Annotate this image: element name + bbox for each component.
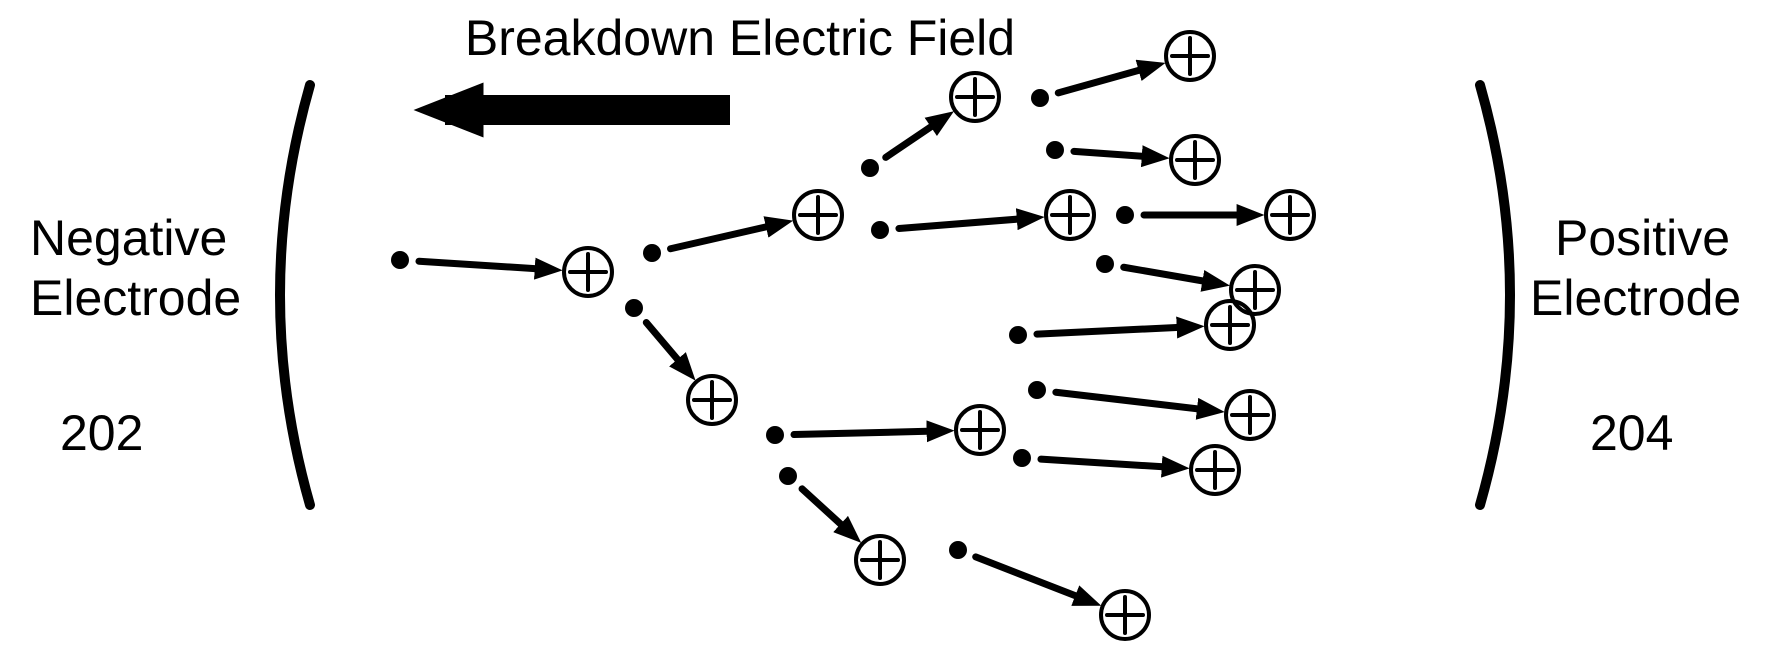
electron-icon bbox=[1009, 326, 1027, 344]
electron-icon bbox=[871, 221, 889, 239]
ion-icon bbox=[856, 536, 904, 584]
avalanche-arrow bbox=[802, 489, 852, 535]
negative-electrode-ref: 202 bbox=[60, 405, 143, 461]
ion-icon bbox=[794, 191, 842, 239]
ion-icon bbox=[1101, 591, 1149, 639]
ion-icon bbox=[1226, 391, 1274, 439]
avalanche-arrow bbox=[1037, 327, 1192, 334]
electron-icon bbox=[1013, 449, 1031, 467]
avalanche-arrow bbox=[1056, 392, 1212, 410]
positive-electrode-ref: 204 bbox=[1590, 405, 1673, 461]
positive-electrode-label-1: Positive bbox=[1555, 210, 1730, 266]
ion-icon bbox=[1266, 191, 1314, 239]
ion-icon bbox=[1231, 266, 1279, 314]
ion-icon bbox=[956, 406, 1004, 454]
avalanche-arrow bbox=[671, 223, 781, 248]
ion-icon bbox=[564, 248, 612, 296]
electron-icon bbox=[861, 159, 879, 177]
electron-icon bbox=[1028, 381, 1046, 399]
avalanche-arrow bbox=[1074, 151, 1157, 157]
ion-icon bbox=[951, 73, 999, 121]
avalanche-arrow bbox=[646, 322, 687, 371]
ion-icon bbox=[1166, 32, 1214, 80]
avalanche-arrow bbox=[1041, 459, 1177, 467]
electron-icon bbox=[391, 251, 409, 269]
electron-icon bbox=[779, 467, 797, 485]
electron-icon bbox=[1096, 255, 1114, 273]
electron-icon bbox=[1046, 141, 1064, 159]
positive-electrode-arc bbox=[1480, 85, 1510, 505]
electron-icon bbox=[625, 299, 643, 317]
electron-icon bbox=[766, 426, 784, 444]
avalanche-arrow bbox=[886, 118, 944, 157]
avalanche-arrow bbox=[1124, 267, 1218, 283]
negative-electrode-label-2: Electrode bbox=[30, 270, 241, 326]
ion-icon bbox=[1046, 191, 1094, 239]
negative-electrode-label-1: Negative bbox=[30, 210, 227, 266]
avalanche-arrow bbox=[1058, 66, 1153, 93]
positive-electrode-label-2: Electrode bbox=[1530, 270, 1741, 326]
ion-icon bbox=[688, 376, 736, 424]
avalanche-arrow bbox=[899, 218, 1032, 229]
ion-icon bbox=[1206, 301, 1254, 349]
negative-electrode-arc bbox=[280, 85, 310, 505]
electron-icon bbox=[949, 541, 967, 559]
ion-icon bbox=[1191, 446, 1239, 494]
avalanche-arrow bbox=[419, 261, 550, 269]
electron-icon bbox=[1116, 206, 1134, 224]
electron-icon bbox=[1031, 89, 1049, 107]
ion-icon bbox=[1171, 136, 1219, 184]
electron-icon bbox=[643, 244, 661, 262]
avalanche-arrow bbox=[794, 431, 942, 435]
avalanche-arrow bbox=[976, 557, 1090, 601]
title-text: Breakdown Electric Field bbox=[465, 10, 1015, 66]
